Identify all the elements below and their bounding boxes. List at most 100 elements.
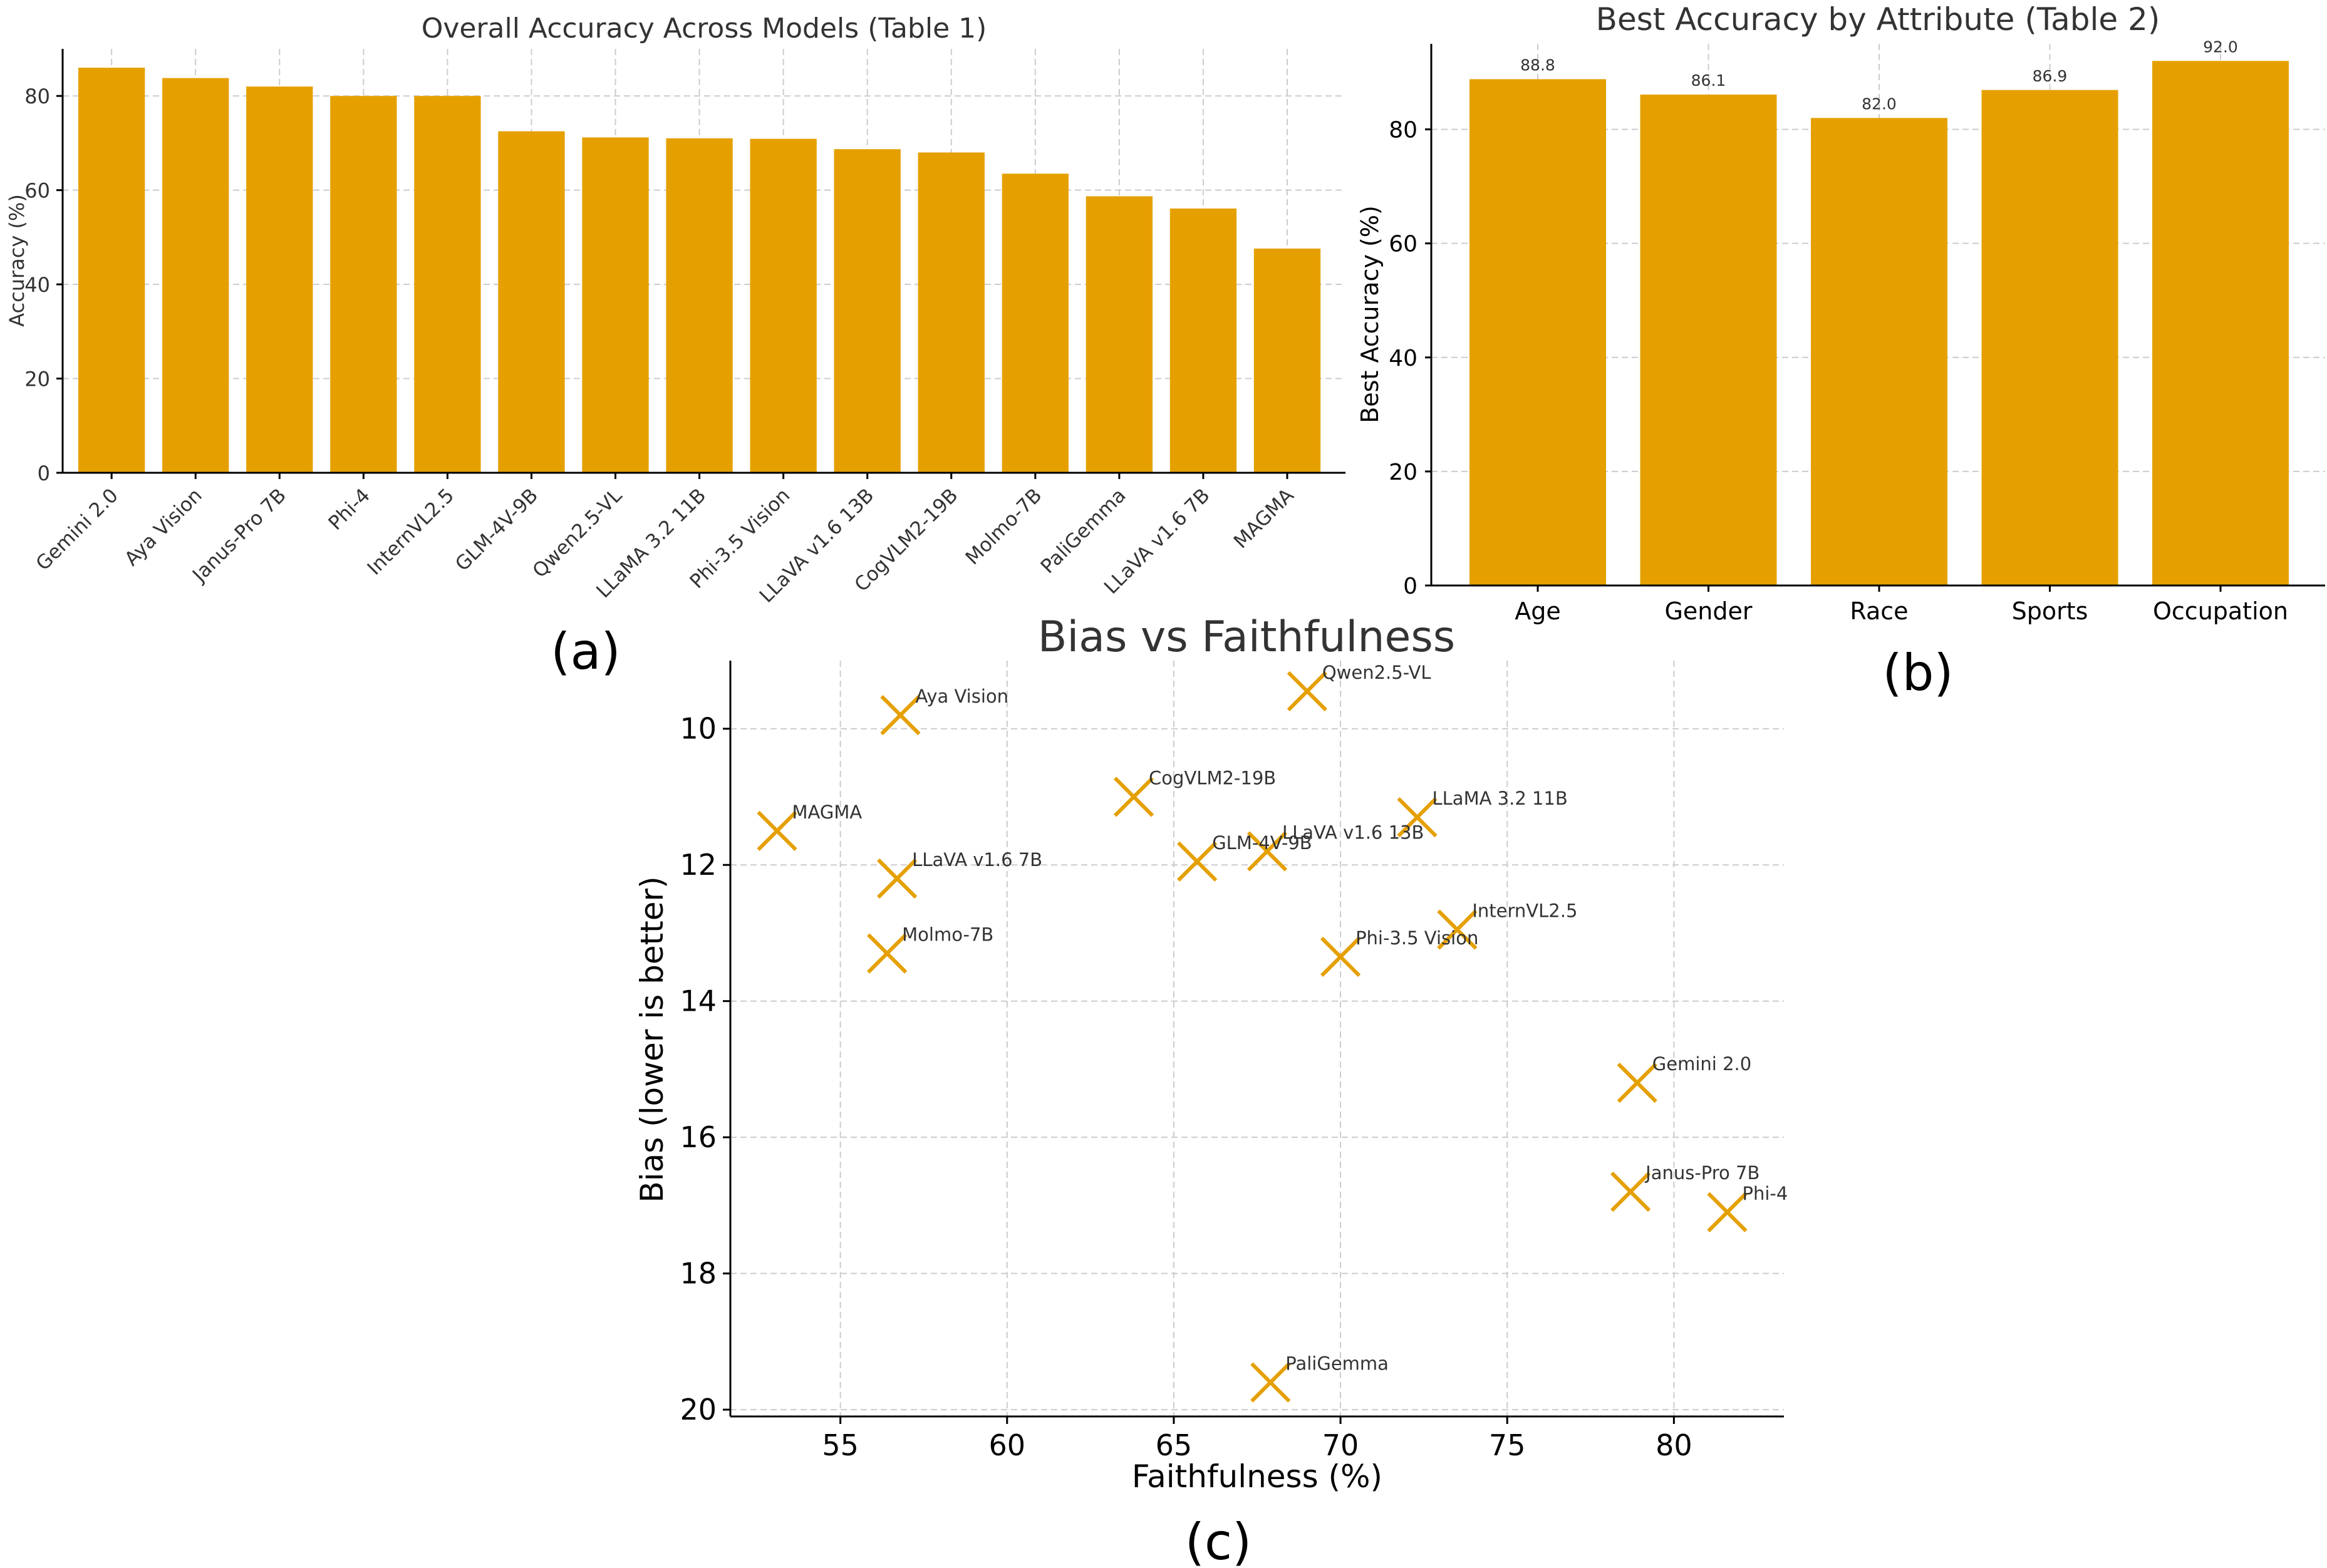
panel-c-x-marker	[1250, 1362, 1291, 1403]
panel-a-x-tick-label: Phi-4	[324, 484, 375, 535]
panel-b-attribute-chart: 88.8 86.1 82.0 86.9 92.0 0 20 40 60 80 Age Gender…	[1356, 1, 2325, 702]
panel-b-y-tick-label: 0	[1403, 574, 1417, 599]
panel-c-point: MAGMA	[757, 802, 863, 851]
panel-c-point-label: LLaVA v1.6 7B	[912, 849, 1042, 870]
panel-c-point: Molmo-7B	[867, 924, 993, 974]
panel-b-title: Best Accuracy by Attribute (Table 2)	[1596, 1, 2160, 38]
panel-c-point-label: InternVL2.5	[1472, 900, 1577, 922]
panel-a-bar	[246, 86, 313, 473]
panel-b-x-tick-label: Age	[1515, 597, 1561, 625]
panel-c-point: Phi-3.5 Vision	[1320, 927, 1478, 977]
panel-b-y-tick-label: 60	[1389, 232, 1417, 257]
panel-c-y-tick-label: 10	[680, 712, 717, 746]
panel-c-point-label: LLaMA 3.2 11B	[1432, 788, 1567, 809]
panel-b-data-label: 86.1	[1691, 71, 1726, 90]
panel-c-point-label: LLaVA v1.6 13B	[1282, 822, 1424, 843]
panel-c-point-label: GLM-4V-9B	[1212, 832, 1312, 854]
panel-c-point-label: Phi-4	[1743, 1183, 1788, 1204]
panel-a-bar	[498, 131, 565, 473]
panel-c-x-marker	[867, 933, 908, 974]
panel-c-x-marker	[1320, 936, 1361, 977]
panel-c-point: Aya Vision	[880, 686, 1008, 736]
panel-c-point: Phi-4	[1707, 1183, 1788, 1232]
panel-a-x-tick-label: Gemini 2.0	[32, 484, 123, 575]
panel-a-bar	[666, 138, 733, 473]
panel-b-y-tick-label: 80	[1389, 118, 1417, 143]
panel-a-y-tick-label: 0	[38, 462, 50, 485]
panel-c-x-marker	[1610, 1172, 1651, 1212]
panel-a-bar	[1086, 196, 1153, 473]
panel-c-point: LLaVA v1.6 7B	[877, 849, 1042, 899]
panel-b-data-label: 86.9	[2033, 67, 2068, 85]
panel-a-bar	[330, 96, 397, 473]
panel-a-bar	[162, 78, 229, 473]
panel-c-y-tick-label: 14	[680, 984, 717, 1018]
panel-a-x-tick-label: Aya Vision	[120, 484, 207, 570]
panel-c-point: Gemini 2.0	[1617, 1053, 1751, 1103]
panel-c-point-label: Aya Vision	[915, 686, 1008, 707]
panel-c-point: CogVLM2-19B	[1113, 767, 1276, 817]
panel-c-y-tick-label: 12	[680, 848, 717, 882]
panel-c-x-tick-label: 60	[989, 1428, 1026, 1462]
panel-c-x-marker	[1617, 1063, 1657, 1103]
panel-c-point-label: PaliGemma	[1285, 1353, 1389, 1375]
panel-c-x-marker	[1177, 841, 1218, 882]
panel-a-bar	[750, 138, 817, 473]
panel-c-x-marker	[1113, 776, 1154, 817]
panel-c-point-label: Gemini 2.0	[1652, 1053, 1751, 1075]
panel-c-point: GLM-4V-9B	[1177, 832, 1312, 882]
panel-c-x-axis-label: Faithfulness (%)	[1132, 1458, 1382, 1495]
panel-a-bar	[834, 149, 901, 473]
panel-a-x-tick-label: InternVL2.5	[363, 484, 459, 579]
panel-c-title: Bias vs Faithfulness	[1038, 612, 1455, 662]
panel-c-point-label: MAGMA	[792, 802, 863, 823]
panel-c-point-label: CogVLM2-19B	[1149, 767, 1276, 788]
panel-c-x-marker	[877, 858, 918, 899]
panel-b-data-label: 92.0	[2203, 38, 2238, 56]
panel-b-bar	[1640, 95, 1777, 585]
panel-b-y-axis-label: Best Accuracy (%)	[1356, 205, 1384, 423]
panel-c-x-marker	[1397, 797, 1438, 838]
panel-c-point-label: Molmo-7B	[902, 924, 993, 946]
panel-b-y-tick-label: 40	[1389, 346, 1417, 371]
panel-c-point: InternVL2.5	[1437, 900, 1577, 950]
panel-b-x-tick-label: Gender	[1664, 597, 1752, 625]
panel-a-bar	[1169, 209, 1237, 473]
panel-b-x-tick-label: Race	[1850, 597, 1908, 625]
panel-a-bar	[414, 96, 481, 473]
panel-b-data-label: 82.0	[1862, 95, 1897, 113]
panel-b-bar	[1469, 79, 1606, 585]
panel-b-y-tick-label: 20	[1389, 460, 1417, 485]
panel-c-x-tick-label: 70	[1322, 1428, 1359, 1462]
panel-a-y-axis-label: Accuracy (%)	[5, 194, 29, 327]
panel-c-y-tick-label: 18	[680, 1257, 717, 1291]
panel-a-x-tick-label: MAGMA	[1230, 484, 1298, 553]
panel-c-x-marker	[1437, 909, 1478, 950]
panel-c-point-label: Janus-Pro 7B	[1644, 1162, 1760, 1184]
panel-a-y-tick-label: 60	[24, 179, 50, 203]
panel-a-bar	[78, 68, 145, 473]
panel-a-label: (a)	[551, 622, 620, 681]
panel-c-y-tick-label: 20	[680, 1393, 717, 1426]
panel-c-label: (c)	[1185, 1513, 1252, 1568]
panel-a-bar	[1002, 173, 1069, 473]
panel-c-point-label: Qwen2.5-VL	[1322, 662, 1431, 683]
panel-a-y-tick-label: 20	[24, 368, 50, 391]
panel-a-y-tick-label: 80	[24, 85, 50, 108]
panel-c-y-axis-label: Bias (lower is better)	[634, 876, 670, 1202]
panel-a-x-tick-label: Molmo-7B	[961, 484, 1047, 569]
panel-c-point: LLaVA v1.6 13B	[1246, 822, 1424, 872]
panel-c-x-marker	[1707, 1192, 1748, 1232]
panel-b-bar	[1981, 90, 2118, 585]
panel-a-title: Overall Accuracy Across Models (Table 1)	[422, 13, 987, 44]
panel-b-data-label: 88.8	[1520, 56, 1555, 74]
panel-a-y-tick-label: 40	[24, 273, 50, 297]
panel-b-bar	[2152, 61, 2289, 585]
panel-c-x-marker	[757, 810, 797, 851]
panel-a-bar	[582, 137, 649, 473]
panel-b-label: (b)	[1882, 644, 1953, 702]
panel-b-bar	[1811, 118, 1947, 586]
panel-c-point: LLaMA 3.2 11B	[1397, 788, 1568, 838]
panel-a-x-tick-label: PaliGemma	[1037, 484, 1131, 578]
